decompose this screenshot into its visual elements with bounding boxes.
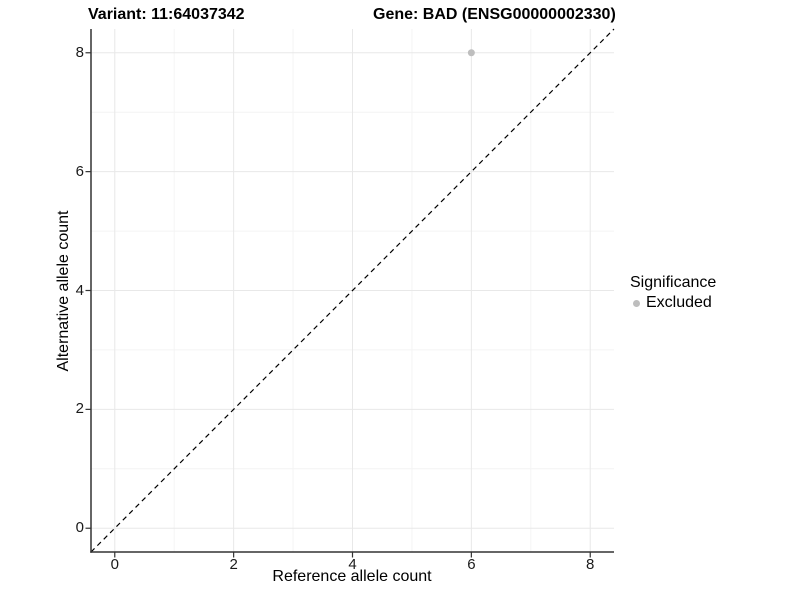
- legend-title: Significance: [630, 273, 716, 292]
- legend: Significance Excluded: [630, 273, 716, 312]
- y-tick-label: 0: [54, 519, 84, 537]
- legend-entry-excluded: Excluded: [630, 294, 716, 312]
- x-tick-label: 8: [572, 556, 608, 573]
- plot-canvas: Variant: 11:64037342 Gene: BAD (ENSG0000…: [0, 0, 800, 600]
- y-tick-label: 8: [54, 44, 84, 62]
- y-tick-label: 6: [54, 163, 84, 181]
- legend-marker-dot-icon: [633, 300, 640, 307]
- x-tick-label: 6: [453, 556, 489, 573]
- y-axis-title: Alternative allele count: [55, 211, 73, 372]
- y-tick-label: 2: [54, 400, 84, 418]
- data-point-excluded: [468, 49, 475, 56]
- x-tick-label: 2: [216, 556, 252, 573]
- x-tick-label: 0: [97, 556, 133, 573]
- legend-entry-label: Excluded: [646, 294, 712, 312]
- x-axis-title: Reference allele count: [272, 568, 431, 586]
